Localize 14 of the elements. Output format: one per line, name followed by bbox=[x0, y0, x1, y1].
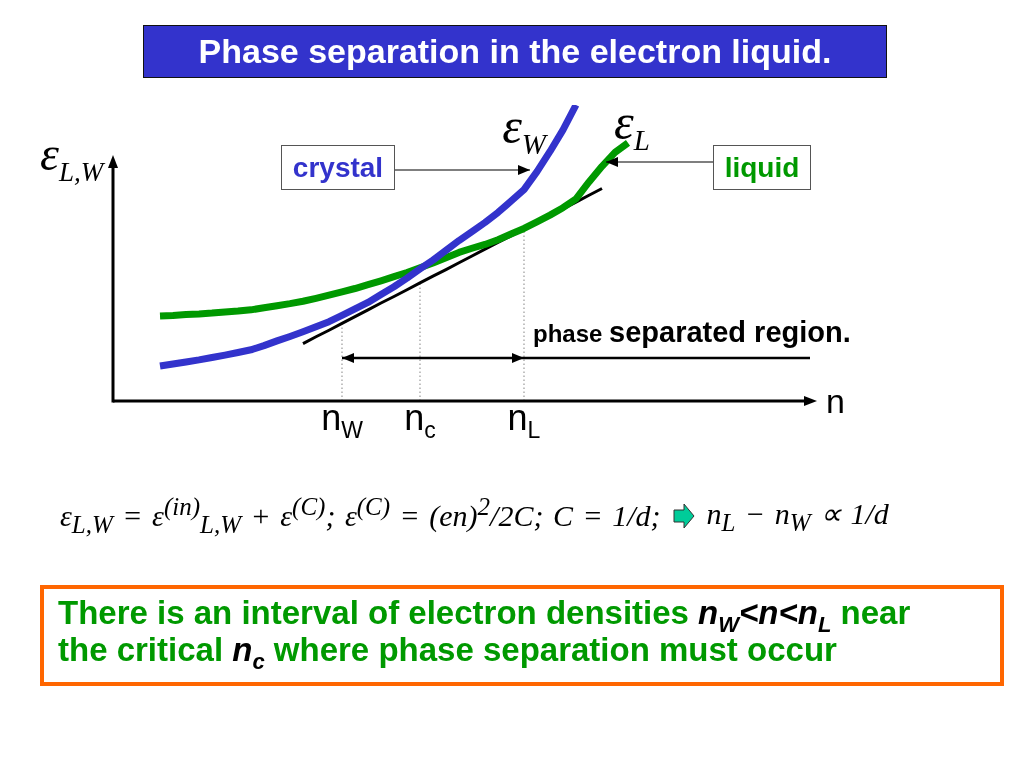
x-tick-label: n$_{L}$ bbox=[507, 397, 541, 444]
y-axis-title: ε$_{L,W}$ bbox=[40, 127, 104, 187]
series-label: ε$_{L}$ bbox=[614, 93, 650, 156]
annotation: liquid bbox=[713, 145, 811, 190]
annotation: crystal bbox=[281, 145, 395, 190]
text: There is an interval of electron densities n$_{W}$<n<n$_{L}$ near the critical n$_{c}$ where phase separation must occur bbox=[58, 594, 911, 674]
x-tick-label: n$_{c}$ bbox=[404, 397, 436, 444]
x-axis-title: n bbox=[826, 382, 845, 420]
x-tick-label: n$_{W}$ bbox=[321, 397, 363, 444]
text: n$_{L}$ − n$_{W}$ ∝ 1/d bbox=[706, 495, 889, 537]
chart-title: Phase separation in the electron liquid. bbox=[143, 25, 887, 78]
series-label: ε$_{W}$ bbox=[502, 98, 546, 160]
annotation: phase separated region. bbox=[533, 316, 851, 348]
text: ε$_{L,W}$ = ε$^{(in)}$$_{L,W}$ + ε$^{(C)}$; ε$^{(C)}$ = (en)$^{2}$/2C; C = 1/d; bbox=[60, 493, 661, 538]
